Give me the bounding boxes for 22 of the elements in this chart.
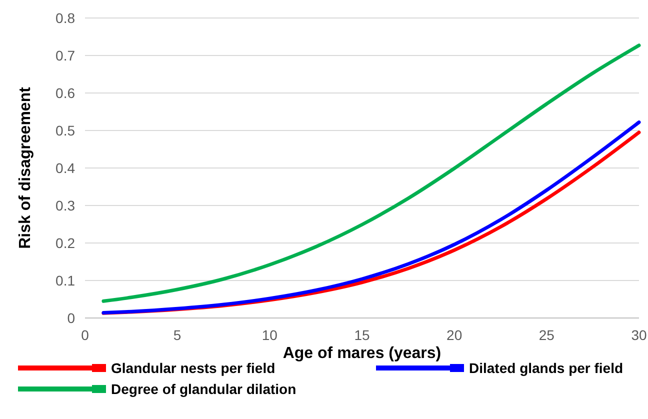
x-axis-title: Age of mares (years) [282, 345, 442, 362]
line-series [102, 44, 641, 303]
x-tick-label: 25 [538, 327, 555, 343]
y-tick-label: 0.4 [56, 160, 76, 176]
x-tick-label: 15 [354, 327, 370, 343]
y-axis-title: Risk of disagreement [17, 86, 34, 249]
x-tick-label: 5 [173, 327, 182, 343]
y-tick-label: 0.2 [56, 234, 76, 251]
y-tick-label: 0 [67, 310, 76, 326]
x-tick-label: 10 [262, 327, 278, 343]
y-tick-label: 0.1 [56, 272, 76, 288]
legend-label: Dilated glands per field [469, 360, 624, 376]
y-tick-label: 0.3 [56, 197, 76, 214]
legend-label: Degree of glandular dilation [111, 380, 296, 397]
y-tick-label: 0.5 [56, 122, 76, 138]
legend-label: Glandular nests per field [111, 360, 276, 376]
y-tick-label: 0.8 [56, 10, 76, 26]
x-tick-label: 30 [631, 327, 647, 343]
y-tick-label: 0.6 [56, 84, 76, 101]
x-tick-label: 0 [81, 327, 90, 343]
y-tick-label: 0.7 [56, 47, 76, 64]
x-tick-label: 20 [446, 327, 462, 343]
